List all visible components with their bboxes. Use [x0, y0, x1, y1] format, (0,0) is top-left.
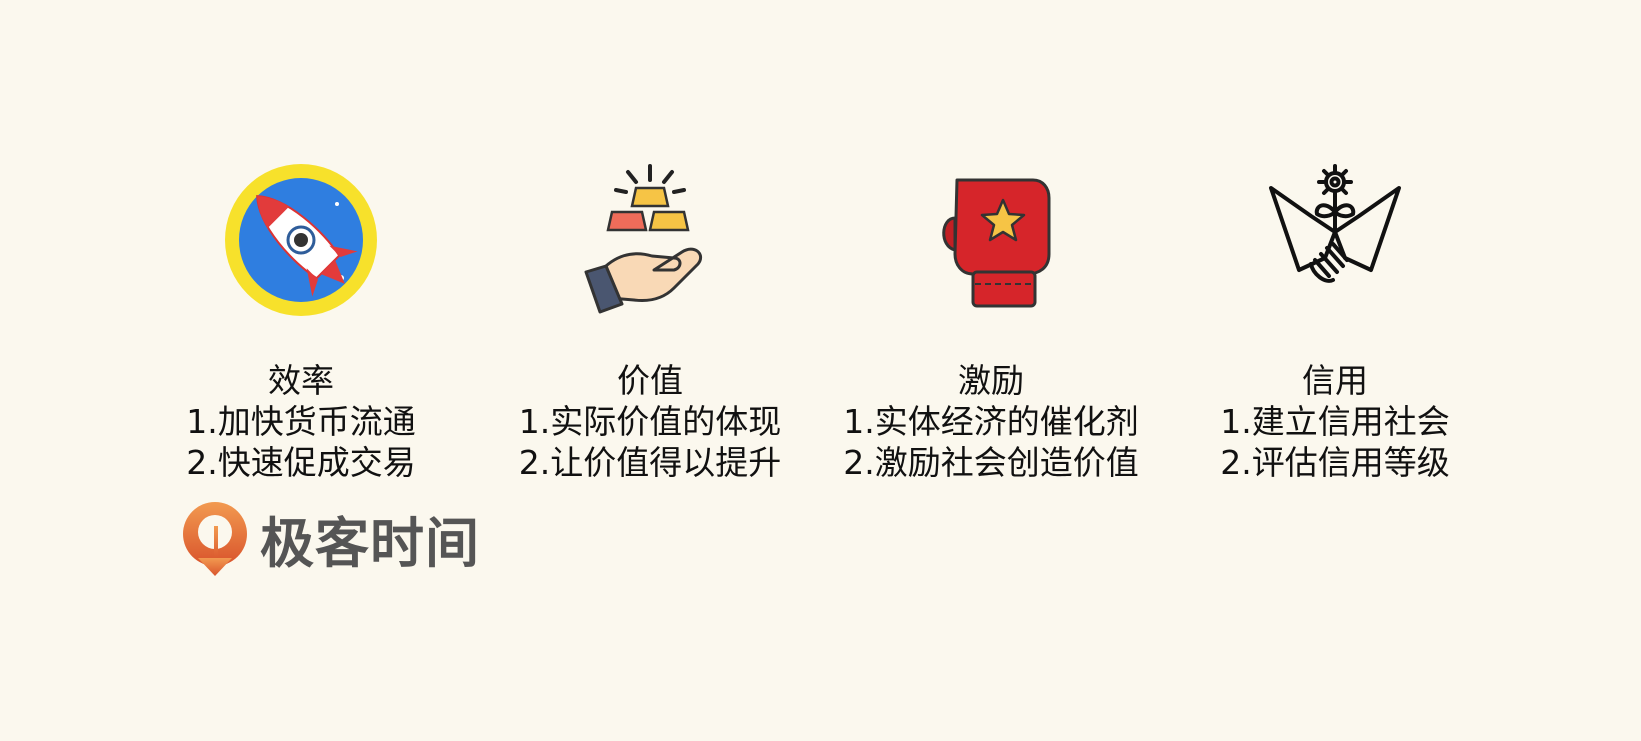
feature-value: 价值 1.实际价值的体现 2.让价值得以提升: [480, 160, 820, 483]
feature-point-1: 1.实体经济的催化剂: [843, 402, 1139, 441]
feature-point-1: 1.加快货币流通: [186, 402, 416, 441]
geektime-logo-icon: [183, 502, 247, 576]
feature-incentive: 激励 1.实体经济的催化剂 2.激励社会创造价值: [821, 160, 1161, 483]
logo-text: 极客时间: [260, 511, 480, 575]
feature-title: 效率: [268, 361, 334, 400]
feature-credit: 信用 1.建立信用社会 2.评估信用等级: [1165, 160, 1505, 483]
feature-point-1: 1.建立信用社会: [1220, 402, 1450, 441]
feature-efficiency: 效率 1.加快货币流通 2.快速促成交易: [131, 160, 471, 483]
feature-point-1: 1.实际价值的体现: [518, 402, 782, 441]
feature-title: 价值: [617, 361, 683, 400]
feature-point-2: 2.快速促成交易: [186, 443, 416, 482]
feature-point-2: 2.评估信用等级: [1220, 443, 1450, 482]
geektime-logo: 极客时间: [180, 498, 500, 578]
rocket-icon: [225, 164, 377, 316]
hand-gold-bars-icon: [584, 164, 703, 314]
handshake-gear-icon: [1269, 164, 1401, 283]
feature-point-2: 2.激励社会创造价值: [843, 443, 1139, 482]
feature-title: 激励: [958, 361, 1024, 400]
feature-point-2: 2.让价值得以提升: [518, 443, 782, 482]
boxing-glove-icon: [942, 178, 1051, 308]
feature-title: 信用: [1302, 361, 1368, 400]
